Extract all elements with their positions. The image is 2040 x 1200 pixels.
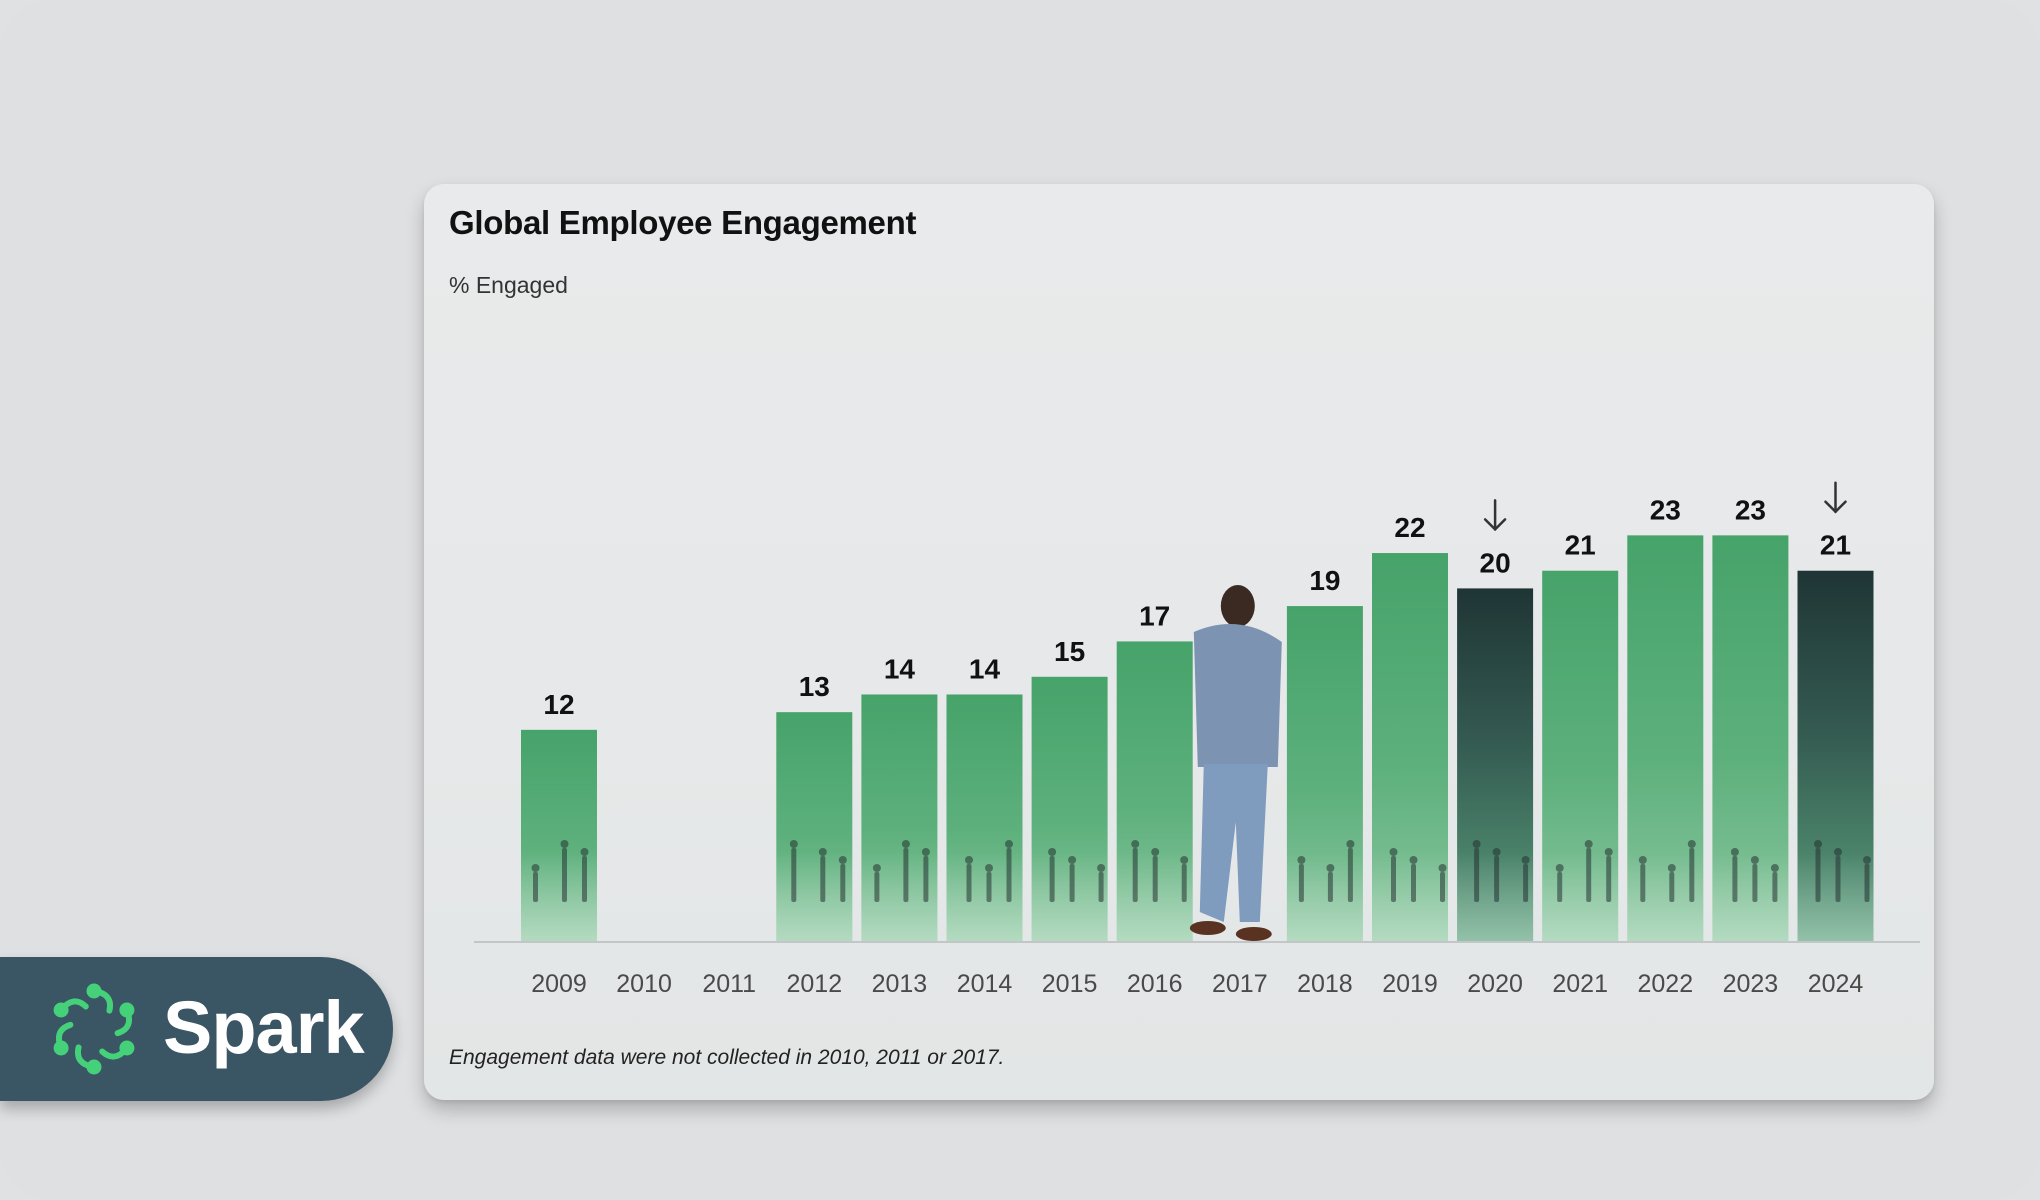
value-labels: 12 13 14 14 15 17 19 22 20 21 23 23 21 [543, 481, 1851, 720]
value-label-2012: 13 [799, 671, 830, 702]
crowd-2012 [789, 840, 847, 902]
x-tick-2020: 2020 [1467, 970, 1523, 998]
chart-title: Global Employee Engagement [449, 204, 917, 241]
x-tick-2014: 2014 [957, 970, 1013, 998]
x-tick-2010: 2010 [616, 970, 672, 998]
x-tick-2013: 2013 [872, 970, 928, 998]
brand-name: Spark [163, 986, 365, 1069]
chart-card: Global Employee Engagement % Engaged 12 1… [424, 184, 1934, 1100]
x-tick-2024: 2024 [1808, 970, 1864, 998]
crowd-2019 [1389, 848, 1447, 902]
value-label-2023: 23 [1735, 494, 1766, 525]
x-tick-2018: 2018 [1297, 970, 1353, 998]
value-label-2009: 12 [543, 689, 574, 720]
value-label-2014: 14 [969, 653, 1001, 684]
x-tick-2009: 2009 [531, 970, 587, 998]
crowd-2015 [1048, 848, 1106, 902]
crowd-2018 [1297, 840, 1355, 902]
crowd-2022 [1638, 840, 1696, 902]
brand-badge: Spark [0, 957, 393, 1101]
value-label-2015: 15 [1054, 636, 1085, 667]
bar-floor-2021 [1542, 852, 1619, 942]
y-axis-label: % Engaged [449, 272, 568, 298]
value-label-2019: 22 [1394, 512, 1425, 543]
x-tick-2017: 2017 [1212, 970, 1268, 998]
down-arrow-icon [1483, 499, 1507, 532]
x-tick-2019: 2019 [1382, 970, 1438, 998]
crowd-2023 [1730, 848, 1779, 902]
x-tick-2012: 2012 [786, 970, 842, 998]
value-label-2013: 14 [884, 653, 916, 684]
crowd-2024 [1814, 840, 1871, 902]
x-tick-2022: 2022 [1637, 970, 1693, 998]
value-label-2020: 20 [1480, 547, 1511, 578]
x-tick-2016: 2016 [1127, 970, 1183, 998]
down-arrow-icon [1824, 481, 1847, 514]
chart-footnote: Engagement data were not collected in 20… [449, 1046, 1005, 1069]
walking-person-illustration [1189, 585, 1282, 941]
x-tick-2023: 2023 [1723, 970, 1779, 998]
bar-floor-2019 [1372, 852, 1448, 942]
value-label-2016: 17 [1139, 600, 1170, 631]
crowd-2016 [1131, 840, 1189, 902]
value-label-2024: 21 [1820, 530, 1851, 561]
x-tick-2015: 2015 [1042, 970, 1098, 998]
value-label-2021: 21 [1565, 530, 1596, 561]
value-label-2018: 19 [1309, 565, 1340, 596]
x-tick-2021: 2021 [1552, 970, 1608, 998]
x-tick-labels: 2009 2010 2011 2012 2013 2014 2015 2016 2017 2018… [531, 970, 1863, 998]
crowd-2021 [1555, 840, 1613, 902]
crowd-2013 [872, 840, 930, 902]
x-tick-2011: 2011 [702, 970, 756, 998]
bar-floor-2012 [776, 852, 853, 942]
crowd-2009 [531, 840, 589, 902]
crowd-2014 [965, 840, 1013, 902]
value-label-2022: 23 [1650, 494, 1681, 525]
spark-logo-icon [53, 983, 135, 1075]
crowd-2020 [1472, 840, 1530, 902]
bars [521, 535, 1874, 942]
